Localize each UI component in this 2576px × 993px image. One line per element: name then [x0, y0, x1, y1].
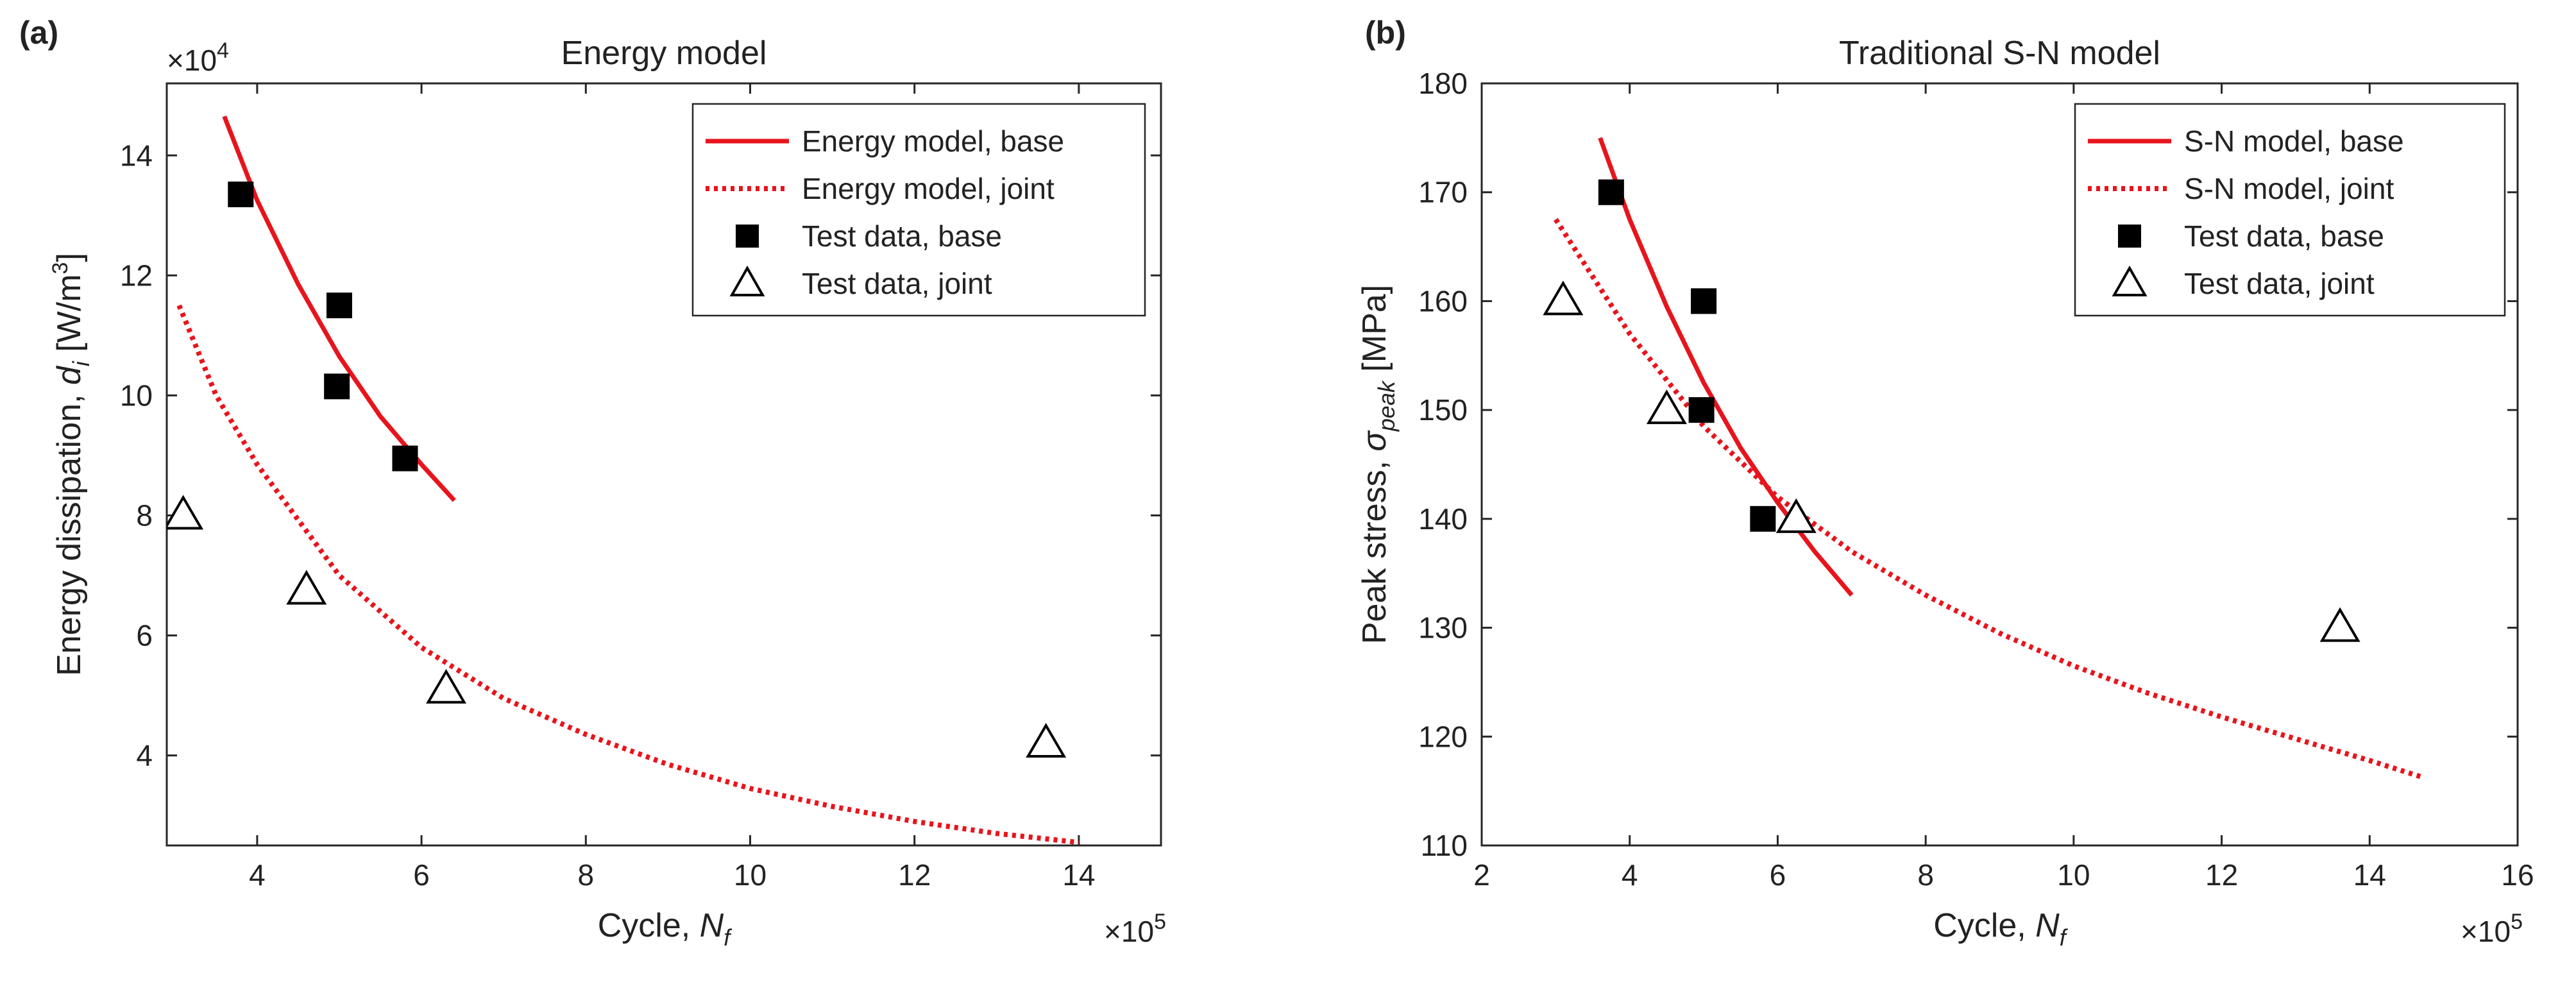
data-point-base: [1750, 505, 1776, 532]
x-axis-label: Cycle, Nf: [1933, 907, 2068, 951]
y-tick-label: 110: [1421, 829, 1468, 862]
panel-energy-model: 4 6 8 10 12 14 4 6 8 10 12 14 (a) Energy model Cycle, …: [19, 15, 1166, 951]
legend-swatch-square: [2118, 225, 2141, 248]
data-point-base: [228, 182, 254, 208]
x-tick-label: 12: [2205, 858, 2238, 892]
data-point-joint: [426, 668, 467, 704]
legend: S-N model, base S-N model, joint Test data…: [2074, 103, 2506, 317]
y-axis-label: Energy dissipation, di [W/m3]: [48, 253, 94, 676]
data-point-joint: [1026, 723, 1067, 758]
x-tick-label: 12: [898, 858, 931, 892]
y-axis-label: Peak stress, σpeak [MPa]: [1356, 285, 1400, 644]
x-tick-label: 14: [1062, 858, 1095, 892]
chart-title: Energy model: [561, 35, 767, 72]
model-curve-base: [222, 115, 456, 502]
axes-box: [165, 82, 1162, 847]
data-point-base: [1688, 397, 1715, 423]
legend-entry-label: Test data, base: [802, 219, 1002, 253]
x-tick-label: 14: [2353, 858, 2386, 892]
y-tick-label: 180: [1418, 67, 1468, 100]
data-point-joint: [1543, 280, 1584, 316]
x-tick-label: 10: [734, 858, 767, 892]
data-point-base: [324, 373, 350, 400]
plot-area: [167, 115, 1080, 845]
data-point-base: [1691, 288, 1717, 314]
x-tick-label: 16: [2501, 858, 2534, 892]
data-point-base: [326, 293, 353, 319]
x-tick-label: 8: [578, 858, 595, 892]
model-curve-joint: [176, 304, 1080, 845]
legend-entry-label: S-N model, joint: [2184, 172, 2394, 205]
model-curve-base: [1598, 137, 1854, 597]
axes-box: [1480, 82, 2519, 847]
y-tick-label: 4: [136, 739, 153, 772]
data-point-joint: [2319, 607, 2360, 642]
panel-label: (a): [19, 15, 58, 51]
y-tick-label: 160: [1418, 284, 1468, 318]
x-tick-label: 6: [413, 858, 430, 892]
legend-swatch-triangle: [729, 265, 765, 296]
panel-label: (b): [1365, 15, 1406, 51]
y-tick-label: 14: [120, 139, 153, 172]
x-tick-label: 2: [1473, 858, 1490, 892]
x-tick-label: 6: [1770, 858, 1786, 892]
y-tick-label: 170: [1418, 176, 1468, 209]
chart-title: Traditional S-N model: [1839, 35, 2160, 72]
plot-area: [1543, 137, 2423, 779]
x-tick-label: 4: [1622, 858, 1638, 892]
y-tick-label: 12: [120, 259, 153, 292]
model-curve-joint: [1554, 217, 2423, 779]
legend-entry-label: Energy model, base: [802, 124, 1064, 158]
y-tick-label: 140: [1418, 502, 1468, 536]
legend-entry-label: Test data, joint: [802, 267, 992, 300]
legend-swatch-triangle: [2112, 265, 2148, 296]
y-tick-label: 10: [120, 378, 153, 412]
x-axis-label: Cycle, Nf: [598, 907, 733, 951]
data-point-joint: [167, 495, 204, 530]
data-point-base: [392, 445, 418, 471]
data-point-base: [1598, 179, 1624, 205]
y-tick-label: 8: [136, 499, 153, 532]
y-exponent-label: ×104: [167, 38, 229, 77]
data-point-joint: [1775, 498, 1817, 533]
x-tick-label: 10: [2057, 858, 2090, 892]
legend-swatch-square: [736, 225, 759, 248]
x-exponent-label: ×105: [2461, 910, 2523, 948]
legend-entry-label: Energy model, joint: [802, 172, 1055, 205]
x-exponent-label: ×105: [1104, 910, 1166, 948]
legend-entry-label: S-N model, base: [2184, 124, 2404, 158]
x-tick-label: 4: [249, 858, 266, 892]
legend: Energy model, base Energy model, joint Tes…: [691, 103, 1146, 317]
data-point-joint: [1646, 389, 1687, 425]
panel-sn-model: 2 4 6 8 10 12 14 16 110 120 130 140 150 160 170 180 (b) T…: [1356, 15, 2534, 951]
x-tick-label: 8: [1917, 858, 1934, 892]
legend-entry-label: Test data, joint: [2184, 267, 2375, 300]
y-tick-label: 150: [1418, 393, 1468, 427]
y-tick-label: 6: [136, 619, 153, 652]
data-point-joint: [286, 570, 327, 605]
y-tick-label: 130: [1418, 611, 1468, 645]
y-tick-label: 120: [1418, 720, 1468, 753]
legend-entry-label: Test data, base: [2184, 219, 2384, 253]
